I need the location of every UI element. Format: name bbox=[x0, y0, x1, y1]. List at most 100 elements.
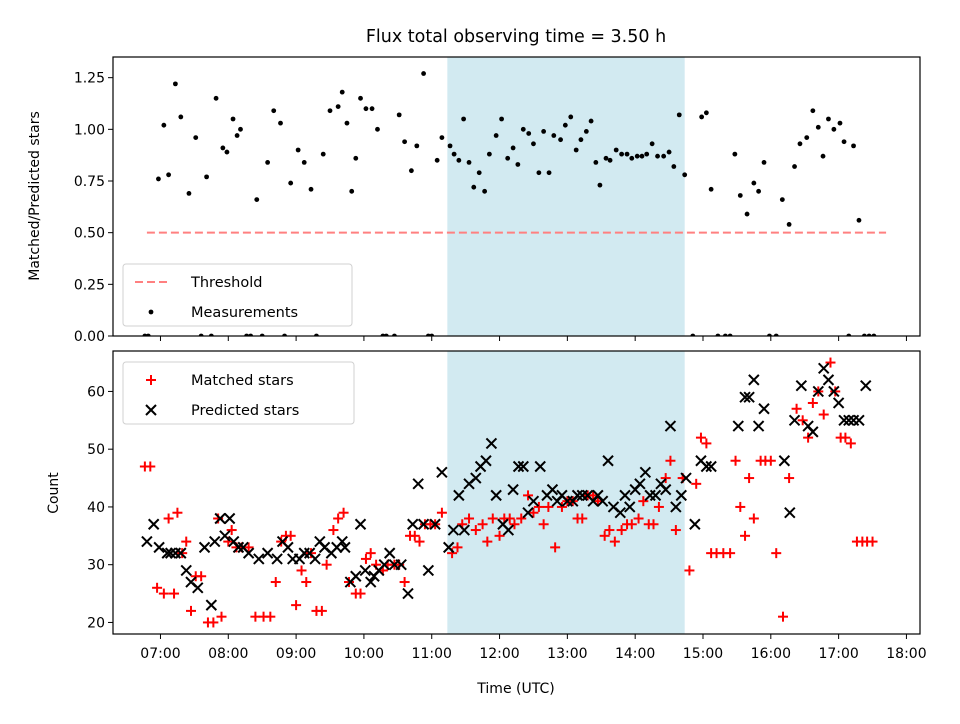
x-marker-b bbox=[659, 483, 672, 496]
matched-star-point bbox=[285, 530, 296, 541]
x-marker-b bbox=[336, 535, 348, 548]
predicted-star-point bbox=[490, 489, 502, 502]
y-tick-label: 30 bbox=[87, 558, 105, 574]
measurement-point bbox=[172, 81, 178, 87]
matched-star-point bbox=[181, 536, 192, 547]
measurement-point bbox=[708, 186, 714, 192]
matched-star-point bbox=[482, 536, 493, 547]
matched-star-point bbox=[172, 507, 183, 518]
y-tick-label: 40 bbox=[87, 500, 105, 516]
matched-star-point bbox=[216, 611, 227, 622]
predicted-star-point bbox=[832, 397, 845, 409]
x-marker-b bbox=[860, 379, 872, 392]
matched-star-point bbox=[152, 582, 163, 593]
x-marker-b bbox=[607, 501, 620, 513]
predicted-star-point bbox=[705, 460, 717, 473]
measurement-point bbox=[482, 188, 488, 194]
measurement-point bbox=[737, 193, 743, 198]
x-tick-label: 08:00 bbox=[208, 646, 248, 662]
measurement-point bbox=[349, 188, 355, 194]
predicted-star-point bbox=[271, 553, 283, 565]
measurement-point bbox=[851, 143, 856, 149]
matched-star-point bbox=[338, 507, 349, 518]
measurement-point bbox=[882, 0, 887, 2]
x-marker-b bbox=[832, 397, 845, 409]
predicted-star-point bbox=[153, 541, 165, 554]
matched-star-point bbox=[533, 501, 544, 512]
measurement-point bbox=[573, 147, 579, 153]
measurement-point bbox=[629, 155, 635, 161]
y-tick-label: 0.75 bbox=[74, 174, 105, 190]
predicted-star-point bbox=[180, 564, 192, 577]
measurement-point bbox=[301, 160, 307, 165]
measurement-point bbox=[644, 151, 650, 157]
measurement-point bbox=[583, 129, 589, 134]
matched-star-point bbox=[684, 565, 695, 576]
predicted-star-point bbox=[442, 541, 455, 554]
measurement-point bbox=[308, 186, 314, 192]
measurement-point bbox=[510, 145, 516, 151]
x-marker-b bbox=[395, 558, 407, 571]
predicted-star-point bbox=[253, 553, 265, 565]
measurement-point bbox=[224, 149, 230, 155]
matched-star-point bbox=[791, 403, 802, 414]
y-tick-label: 60 bbox=[87, 384, 105, 400]
matched-star-point bbox=[169, 588, 180, 599]
measurement-point bbox=[797, 141, 803, 147]
x-marker-b bbox=[164, 547, 177, 559]
legend-label: Threshold bbox=[190, 275, 262, 291]
x-tick-label: 09:00 bbox=[276, 646, 316, 662]
x-marker-b bbox=[838, 414, 850, 427]
matched-star-point bbox=[328, 525, 339, 536]
predicted-star-point bbox=[282, 541, 294, 554]
x-marker-b bbox=[314, 535, 326, 548]
predicted-star-point bbox=[141, 535, 153, 548]
axes-frame bbox=[112, 350, 921, 635]
predicted-star-point bbox=[527, 495, 540, 507]
measurement-point bbox=[810, 108, 816, 114]
x-marker-b bbox=[303, 547, 316, 559]
measurement-point bbox=[593, 160, 599, 165]
predicted-star-point bbox=[395, 558, 407, 571]
measurement-point bbox=[204, 174, 209, 180]
predicted-star-point bbox=[758, 403, 770, 415]
x-marker-b bbox=[517, 460, 529, 473]
matched-star-point bbox=[784, 473, 795, 484]
measurement-point bbox=[353, 155, 359, 161]
x-marker-b bbox=[817, 362, 830, 375]
predicted-star-point bbox=[843, 414, 855, 427]
measurement-point bbox=[434, 157, 440, 163]
matched-star-point bbox=[316, 605, 327, 616]
x-marker-b bbox=[359, 564, 371, 577]
x-marker-b bbox=[546, 483, 559, 496]
predicted-star-point bbox=[417, 518, 430, 530]
matched-star-point bbox=[660, 473, 671, 484]
measurement-point bbox=[493, 133, 499, 138]
x-marker-b bbox=[752, 420, 765, 432]
matched-star-point bbox=[701, 438, 712, 449]
axes-frame bbox=[112, 56, 921, 337]
predicted-star-point bbox=[807, 426, 819, 438]
matched-star-point bbox=[243, 542, 254, 553]
matched-star-point bbox=[270, 577, 281, 588]
x-marker-b bbox=[185, 576, 197, 588]
measurement-point bbox=[344, 120, 350, 126]
x-marker-b bbox=[592, 489, 604, 502]
predicted-star-point bbox=[860, 379, 872, 392]
x-marker-b bbox=[828, 385, 840, 398]
measurement-point bbox=[414, 143, 420, 149]
measurement-point bbox=[671, 164, 677, 169]
y-tick-label: 1.00 bbox=[74, 122, 105, 138]
measurement-point bbox=[558, 137, 563, 143]
chart-title: Flux total observing time = 3.50 h bbox=[366, 27, 666, 47]
predicted-star-point bbox=[817, 362, 830, 375]
predicted-star-point bbox=[232, 541, 245, 554]
x-tick-label: 13:00 bbox=[547, 646, 587, 662]
predicted-star-point bbox=[614, 507, 626, 519]
measurement-point bbox=[661, 153, 667, 159]
matched-star-point bbox=[265, 611, 276, 622]
predicted-star-point bbox=[822, 374, 835, 386]
legend-predicted-swatch bbox=[145, 404, 157, 416]
x-tick-label: 11:00 bbox=[412, 646, 452, 662]
measurement-point bbox=[820, 153, 826, 159]
